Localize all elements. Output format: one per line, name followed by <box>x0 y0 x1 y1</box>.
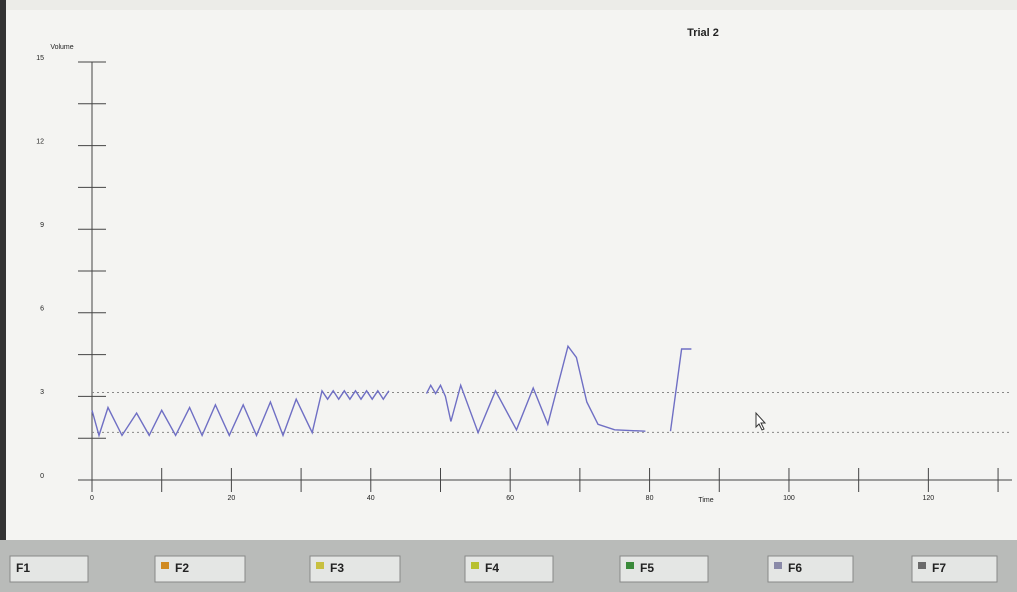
function-key-label[interactable]: F6 <box>788 561 802 575</box>
function-key-label[interactable]: F3 <box>330 561 344 575</box>
button-icon <box>626 562 634 569</box>
y-tick-label: 3 <box>40 389 44 396</box>
chart-title: Trial 2 <box>687 27 719 39</box>
page: Trial 2 Volume Time 0 3 6 9 12 15 0 20 40 60 80 100… <box>0 0 1017 592</box>
button-icon <box>471 562 479 569</box>
function-key-label[interactable]: F1 <box>16 561 30 575</box>
x-tick-label: 0 <box>90 495 94 502</box>
y-axis-label: Volume <box>50 44 73 51</box>
x-tick-label: 80 <box>646 495 654 502</box>
x-tick-label: 120 <box>923 495 935 502</box>
x-tick-label: 20 <box>227 495 235 502</box>
button-icon <box>774 562 782 569</box>
y-tick-label: 6 <box>40 306 44 313</box>
plot-bg <box>6 10 1017 540</box>
x-tick-label: 60 <box>506 495 514 502</box>
y-tick-label: 12 <box>36 138 44 145</box>
y-tick-label: 0 <box>40 473 44 480</box>
x-tick-label: 40 <box>367 495 375 502</box>
button-icon <box>161 562 169 569</box>
y-tick-label: 15 <box>36 55 44 62</box>
y-tick-label: 9 <box>40 222 44 229</box>
function-key-label[interactable]: F4 <box>485 561 499 575</box>
x-tick-label: 100 <box>783 495 795 502</box>
x-axis-label: Time <box>698 497 713 504</box>
button-icon <box>918 562 926 569</box>
function-key-label[interactable]: F7 <box>932 561 946 575</box>
screen: Trial 2 Volume Time 0 3 6 9 12 15 0 20 40 60 80 100… <box>0 0 1017 592</box>
function-key-label[interactable]: F5 <box>640 561 654 575</box>
function-key-label[interactable]: F2 <box>175 561 189 575</box>
bezel <box>0 0 6 592</box>
button-icon <box>316 562 324 569</box>
